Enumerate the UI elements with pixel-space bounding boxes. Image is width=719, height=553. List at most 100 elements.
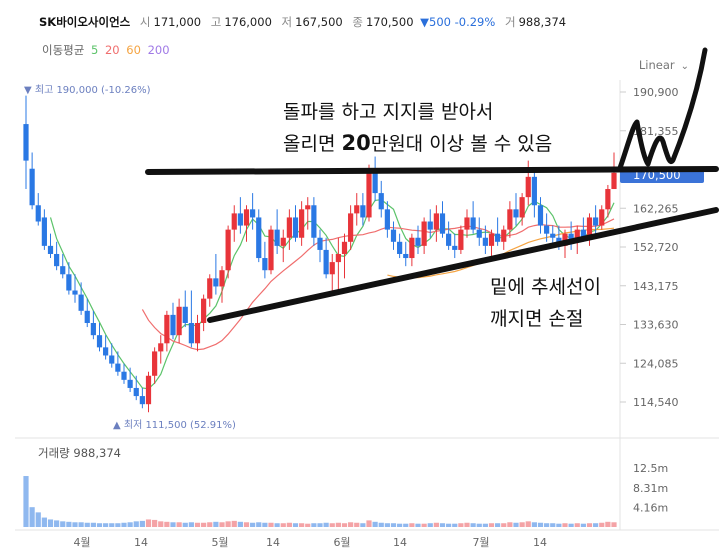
candle-body (23, 124, 29, 161)
volume-bar (415, 523, 421, 527)
candle-body (415, 237, 421, 246)
ma5-line (49, 198, 615, 390)
volume-bar (201, 522, 207, 527)
volume-tick-label: 12.5m (633, 462, 668, 475)
x-tick-label: 5월 (211, 536, 228, 549)
volume-bar (237, 521, 243, 527)
volume-bar (390, 523, 397, 527)
candle-body (121, 371, 127, 380)
volume-bar (513, 522, 519, 527)
candle-body (115, 363, 121, 372)
volume-bar (458, 523, 464, 527)
volume-bar (133, 521, 139, 527)
volume-bar (213, 521, 219, 527)
candle-body (586, 217, 593, 238)
x-tick-label: 7월 (472, 536, 489, 549)
resistance-trendline (145, 166, 719, 175)
candle-body (109, 355, 115, 364)
candle-body (372, 172, 378, 194)
volume-bar (354, 522, 360, 527)
volume-bar (568, 523, 574, 527)
candle-body (433, 213, 439, 230)
volume-bar (158, 521, 164, 527)
candle-body (458, 229, 464, 250)
candle-body (182, 306, 188, 323)
candle-body (599, 209, 605, 226)
volume-bar (605, 521, 611, 527)
x-tick-label: 4월 (73, 536, 90, 549)
candle-body (464, 217, 470, 230)
annotation-resistance-pre: 올리면 (283, 133, 341, 155)
volume-bar (139, 520, 145, 527)
candle-body (60, 266, 66, 275)
price-tick-label: 133,630 (633, 319, 679, 332)
candle-body (409, 237, 415, 259)
volume-bar (323, 522, 329, 527)
volume-bar (360, 523, 366, 527)
support-trendline (207, 207, 719, 323)
chevron-down-icon: ⌄ (680, 61, 689, 72)
candle-body (219, 270, 225, 287)
ma200-label[interactable]: 200 (147, 43, 170, 57)
volume-bar (574, 523, 580, 527)
candle-body (537, 205, 544, 226)
volume-bar (476, 523, 482, 527)
volume-tick-label: 4.16m (633, 501, 668, 514)
volume-bar (599, 522, 605, 527)
candle-body (90, 322, 96, 336)
scale-dropdown[interactable]: Linear ⌄ (639, 58, 689, 72)
volume-bar (501, 523, 507, 527)
volume-bar (452, 523, 458, 527)
candle-body (384, 209, 390, 230)
volume-bar (286, 522, 292, 527)
volume-bar (60, 521, 66, 527)
volume-bar (207, 522, 213, 527)
volume-bar (403, 523, 409, 527)
volume-bar (72, 522, 78, 527)
candle-body (35, 205, 41, 222)
open-value: 171,000 (153, 15, 202, 29)
volume-panel-label: 거래량 988,374 (38, 446, 121, 460)
candle-body (96, 335, 103, 348)
moving-average-legend[interactable]: 이동평균 5 20 60 200 (39, 42, 170, 58)
breakout-scribble (617, 47, 708, 171)
candle-body (421, 221, 427, 246)
candle-body (286, 217, 292, 238)
volume-bar (152, 519, 158, 527)
candle-body (299, 209, 305, 238)
candle-body (133, 387, 139, 397)
scale-value: Linear (638, 58, 675, 72)
open-label: 시 (139, 15, 151, 29)
candle-body (305, 205, 311, 210)
candle-body (439, 213, 446, 234)
volume-bar (109, 523, 115, 527)
ma5-label[interactable]: 5 (90, 43, 99, 57)
grid (15, 80, 719, 531)
x-tick-label: 6월 (333, 536, 350, 549)
volume-bar (84, 522, 90, 527)
volume-bar (397, 523, 403, 527)
price-tick-label: 152,720 (633, 241, 679, 254)
candle-body (201, 298, 207, 323)
volume-bar (243, 522, 250, 527)
volume-bar (35, 512, 41, 527)
stock-name: SK바이오사이언스 (39, 15, 131, 29)
volume-bar (225, 521, 231, 527)
volume-bar (519, 522, 525, 527)
candle-body (54, 253, 60, 267)
candle-body (237, 213, 243, 226)
volume-bar (544, 523, 550, 527)
volume-bar (23, 476, 29, 527)
ma60-label[interactable]: 60 (126, 43, 141, 57)
volume-bar (96, 523, 103, 527)
volume-bar (29, 507, 35, 527)
candle-body (329, 262, 335, 275)
candle-body (207, 278, 213, 299)
volume-bar (292, 523, 299, 527)
high-marker: ▼ 최고 190,000 (-10.26%) (24, 84, 151, 96)
volume-bar (537, 522, 544, 527)
volume-bar (470, 523, 476, 527)
ma20-label[interactable]: 20 (104, 43, 120, 57)
volume-bar (121, 522, 127, 527)
